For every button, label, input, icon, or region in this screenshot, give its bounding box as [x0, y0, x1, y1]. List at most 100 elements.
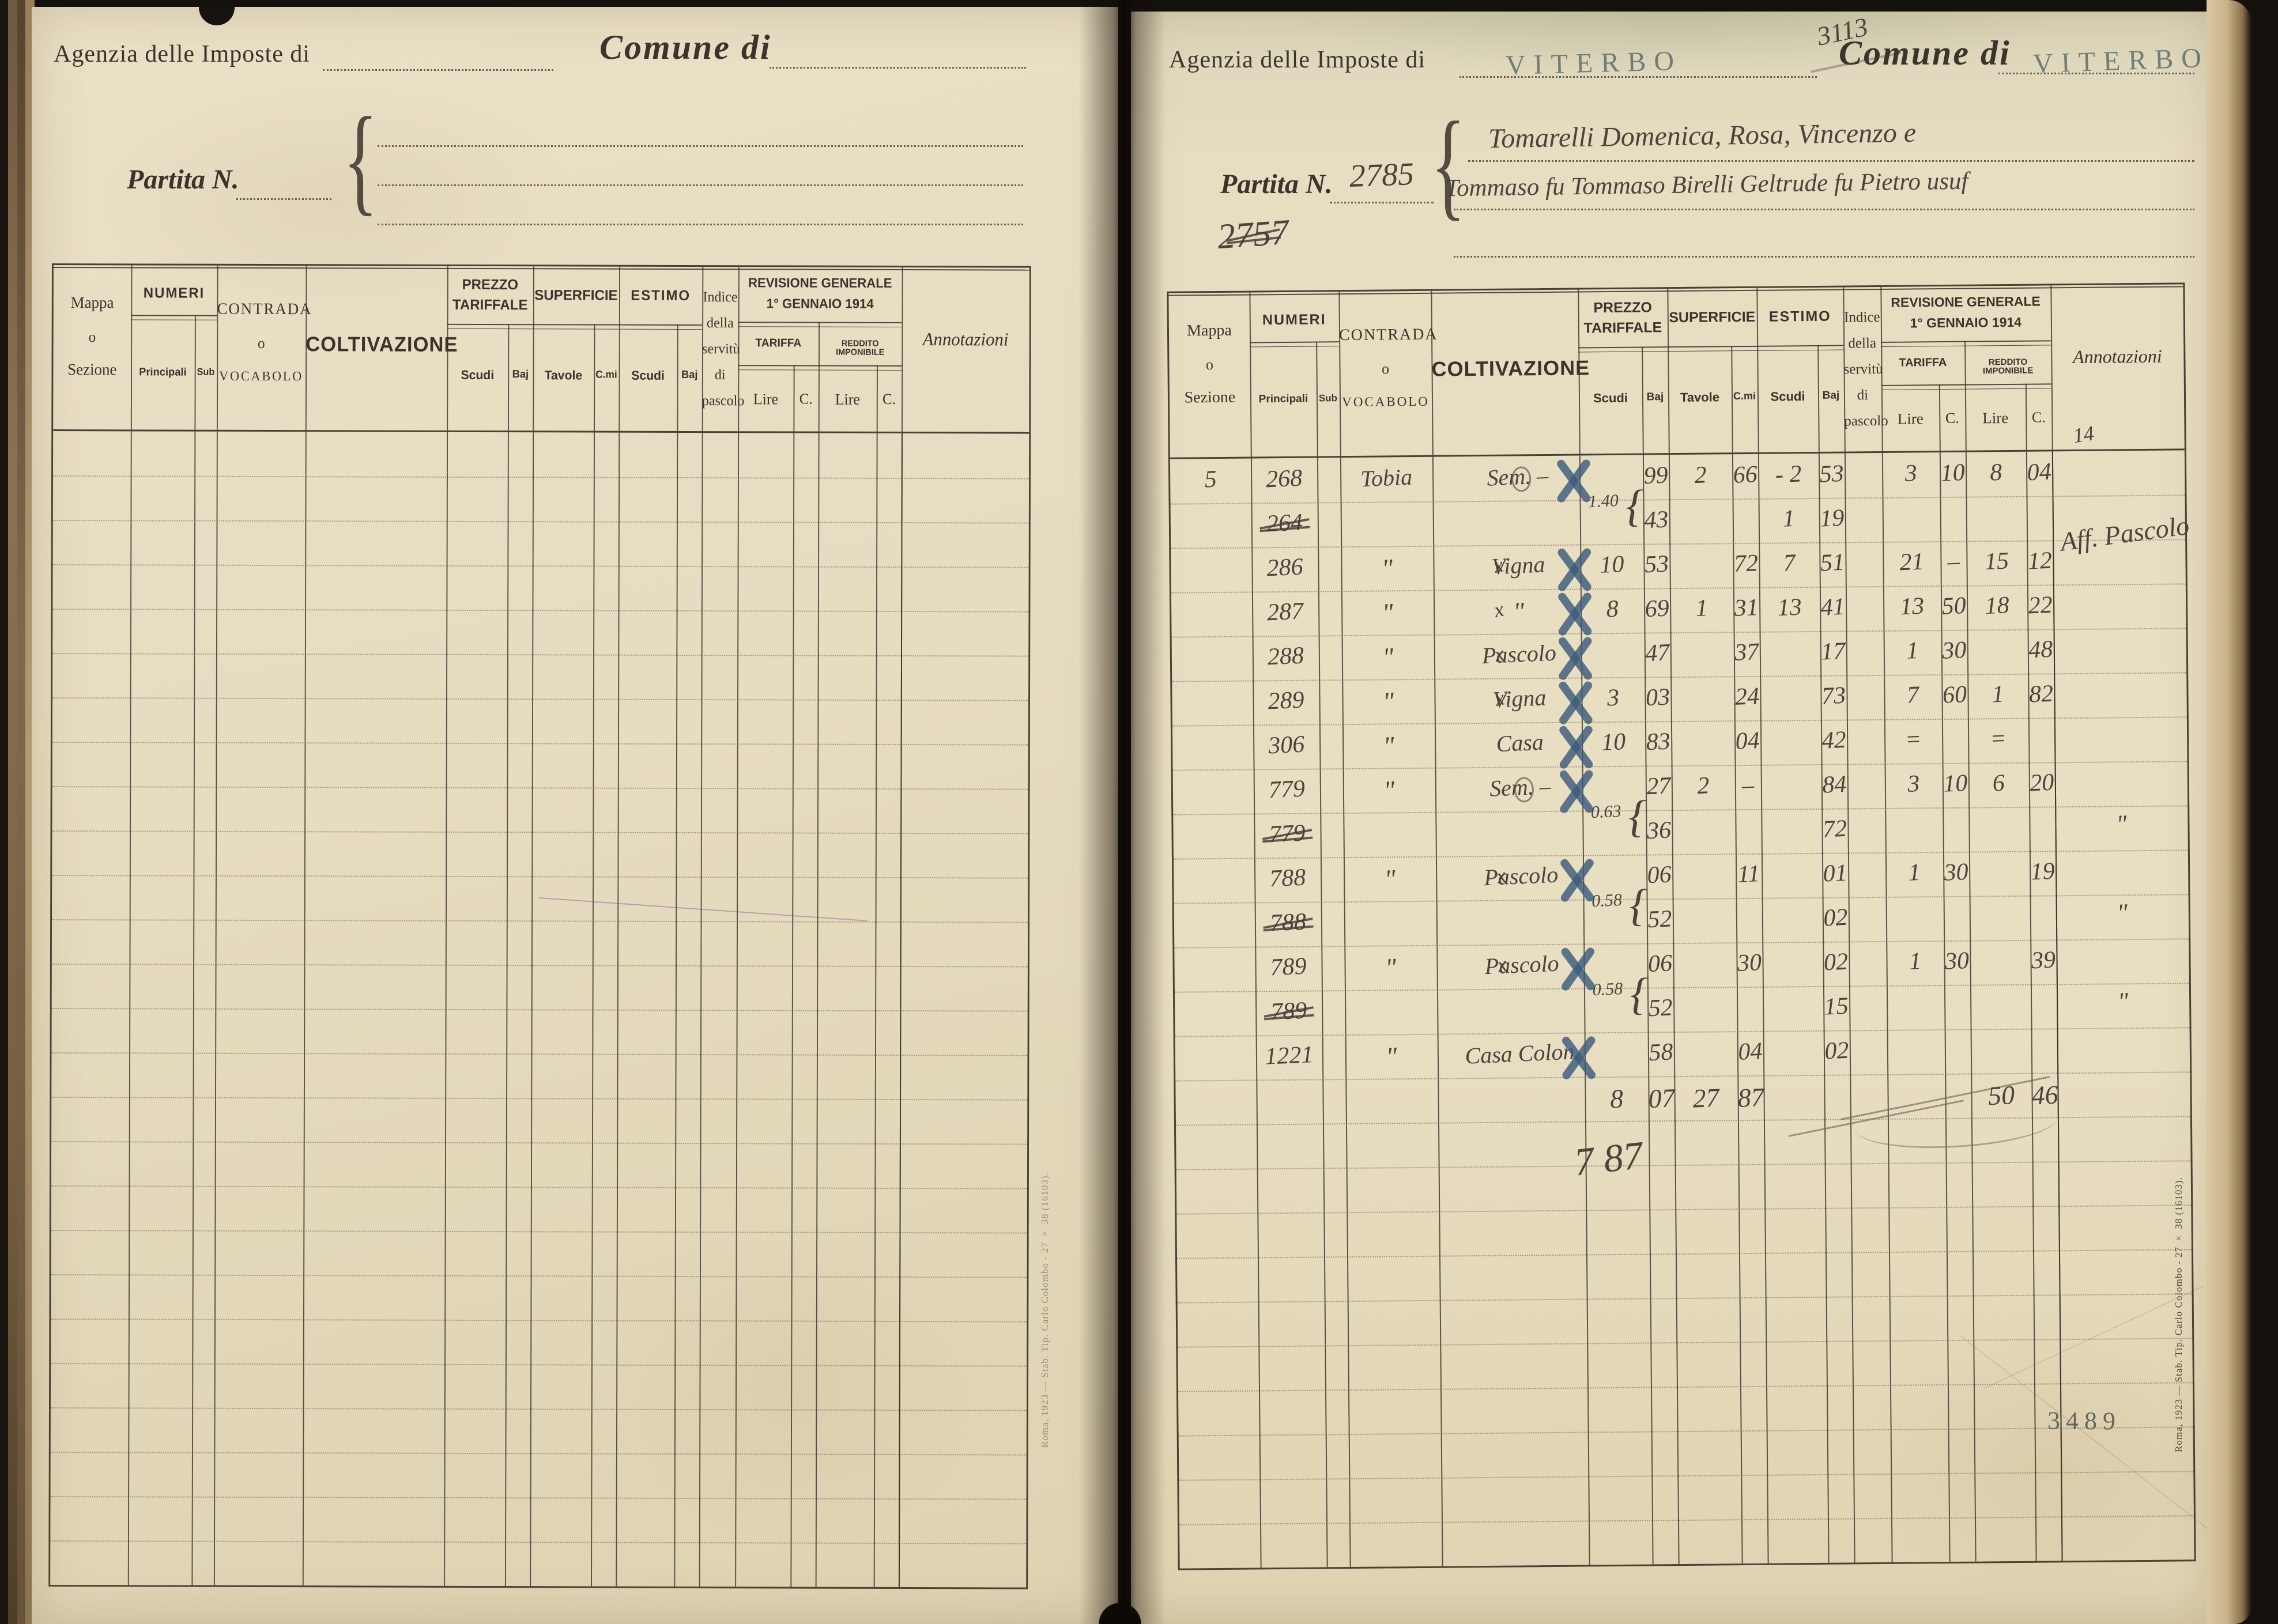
owner-line-3: [378, 224, 1023, 225]
header-double-rule: [1578, 346, 1668, 353]
header-label: Lire: [1897, 410, 1924, 428]
cell-rc: 39: [2031, 946, 2057, 975]
owner-name-line2: Tommaso fu Tommaso Birelli Geltrude fu P…: [1445, 167, 1968, 202]
cell-tc: –: [1947, 548, 1960, 576]
header-label: C.mi: [595, 368, 617, 380]
prezzo-brace: {: [1630, 968, 1649, 1019]
cell-rc: 48: [2028, 636, 2054, 664]
header-label: ESTIMO: [631, 287, 691, 304]
ledger-table-right: Mappa o Sezione NUMERI Principali Sub CONTRADA…: [1167, 282, 2196, 1570]
cell-pb: 36: [1646, 817, 1672, 845]
page-deckled-edge: [2207, 0, 2251, 1624]
header-double-rule: [618, 324, 703, 330]
cell-annotazione-ditto: ": [2116, 898, 2129, 927]
cell-rl: 6: [1992, 769, 2005, 797]
row-separator: [51, 1008, 1028, 1012]
row-separator: [1178, 1382, 2193, 1392]
cell-pb: 06: [1646, 861, 1672, 889]
header-double-rule: [738, 365, 902, 371]
coltivazione-circle-mark: [1514, 777, 1534, 803]
cell-tl: 1: [1906, 637, 1919, 664]
pencil-number-2757: 2757: [1216, 212, 1291, 257]
header-label: servitù: [1843, 361, 1883, 377]
partita-fill-line: [1330, 202, 1434, 203]
header-label: o: [1381, 360, 1390, 377]
total-superficie-tavole: 27: [1692, 1082, 1720, 1113]
coltivazione-circle-mark: [1511, 466, 1532, 492]
header-double-rule: [1881, 340, 2051, 347]
cell-ps: 3: [1606, 684, 1620, 712]
cell-eb: 17: [1820, 637, 1846, 666]
cell-ps: 8: [1605, 595, 1619, 623]
header-label: COLTIVAZIONE: [306, 332, 458, 356]
cell-tl: 3: [1907, 771, 1921, 798]
header-label: C.: [2031, 409, 2046, 426]
header-label: pascolo: [1844, 413, 1888, 429]
cell-pb: 52: [1647, 905, 1673, 934]
cell-rc: 22: [2027, 591, 2053, 620]
row-separator: [52, 475, 1029, 479]
owner-line-3: [1454, 256, 2194, 258]
cell-st: 2: [1696, 772, 1710, 800]
cell-numero: 306: [1268, 731, 1306, 760]
cell-eb: 02: [1823, 948, 1849, 976]
row-separator: [51, 1141, 1028, 1145]
header-label: o: [88, 328, 96, 346]
comune-fill-line: [770, 67, 1026, 69]
row-separator: [51, 1185, 1027, 1189]
cell-tc: 10: [1943, 769, 1968, 798]
header-label: Scudi: [631, 368, 665, 383]
cell-pb: 03: [1645, 683, 1671, 712]
header-label: Sub: [1318, 392, 1338, 404]
header-label: Indice: [703, 289, 738, 305]
header-label: PREZZO: [1593, 299, 1652, 316]
row-separator: [51, 1052, 1028, 1056]
row-separator: [1175, 1027, 2190, 1037]
header-label: REVISIONE GENERALE: [1891, 293, 2041, 310]
header-label: Tavole: [544, 368, 583, 383]
row-separator: [51, 1319, 1027, 1323]
header-label: Scudi: [461, 367, 495, 383]
cell-numero: 788: [1269, 864, 1307, 893]
header-label: VOCABOLO: [1342, 394, 1430, 410]
page-number-stamp: 3489: [2047, 1406, 2122, 1436]
header-double-rule: [738, 322, 902, 328]
total-prezzo-scudi: 8: [1609, 1083, 1624, 1114]
cell-pb: 99: [1643, 462, 1669, 490]
cell-numero: 789: [1255, 996, 1322, 1026]
header-double-rule: [447, 323, 533, 330]
cell-tc: 30: [1943, 858, 1969, 886]
row-separator: [52, 520, 1029, 524]
header-label-annotazioni: Annotazioni: [2072, 345, 2162, 368]
header-label: Mappa: [1186, 321, 1232, 340]
cell-rl: 8: [1989, 459, 2003, 486]
row-separator: [52, 609, 1029, 613]
cell-annotazione: Aff. Pascolo: [2058, 510, 2191, 557]
header-label: o: [1205, 356, 1214, 373]
page-left: Agenzia delle Imposte di Comune di Parti…: [32, 7, 1118, 1624]
partita-brace: {: [343, 93, 378, 226]
row-separator: [51, 1097, 1028, 1101]
cell-tl: 3: [1904, 460, 1918, 487]
header-double-rule: [1668, 345, 1757, 352]
cell-sc: 31: [1733, 594, 1759, 622]
cell-sc: 04: [1734, 727, 1760, 755]
cell-numero: 264: [1251, 508, 1318, 538]
cell-eb: 72: [1822, 815, 1848, 843]
cell-rc: 20: [2029, 769, 2055, 797]
comune-viterbo-stamp: VITERBO: [2032, 42, 2210, 80]
printer-imprint: Roma, 1923 — Stab. Tip. Carlo Colombo - …: [1039, 1172, 1050, 1448]
row-separator: [50, 1407, 1027, 1411]
header-label: Sezione: [67, 361, 117, 379]
cell-tl: 13: [1899, 592, 1925, 621]
cell-st: 1: [1695, 595, 1708, 622]
header-column-line: [902, 267, 903, 432]
total-reddito-c: 46: [2031, 1079, 2059, 1111]
header-label: Principali: [139, 366, 187, 379]
header-label: COLTIVAZIONE: [1431, 356, 1590, 381]
comune-fill-line: [1998, 73, 2194, 74]
cell-annotazione-ditto: ": [2115, 809, 2128, 839]
agency-fill-line: [1459, 76, 1817, 78]
row-separator: [1177, 1293, 2192, 1304]
binding-gutter-shadow: [1079, 0, 1166, 1624]
